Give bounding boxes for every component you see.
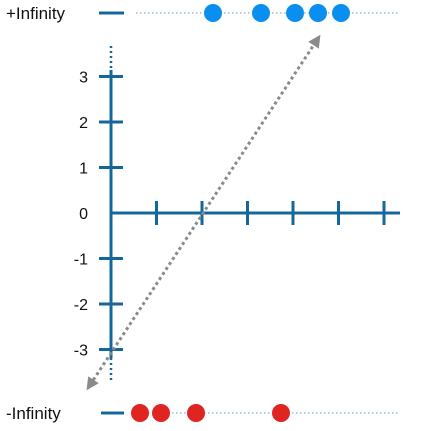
plus-infinity-dots (204, 4, 350, 22)
plus-infinity-dot (286, 4, 304, 22)
plus-infinity-label: +Infinity (6, 4, 66, 23)
y-tick-label: -3 (74, 343, 88, 360)
y-tick-label: -2 (74, 297, 88, 314)
minus-infinity-dots (131, 404, 290, 422)
plus-infinity-dot (332, 4, 350, 22)
diagonal-double-arrow (86, 34, 321, 391)
minus-infinity-dot (187, 404, 205, 422)
y-tick-label: -1 (74, 252, 88, 269)
plus-infinity-dot (309, 4, 327, 22)
plus-infinity-dot (252, 4, 270, 22)
y-tick-label: 3 (79, 70, 88, 87)
y-tick-label: 0 (79, 206, 88, 223)
y-tick-label: 2 (79, 115, 88, 132)
minus-infinity-label: -Infinity (6, 404, 61, 423)
minus-infinity-dot (131, 404, 149, 422)
plus-infinity-dot (204, 4, 222, 22)
y-tick-label: 1 (79, 161, 88, 178)
minus-infinity-dot (272, 404, 290, 422)
minus-infinity-dot (152, 404, 170, 422)
